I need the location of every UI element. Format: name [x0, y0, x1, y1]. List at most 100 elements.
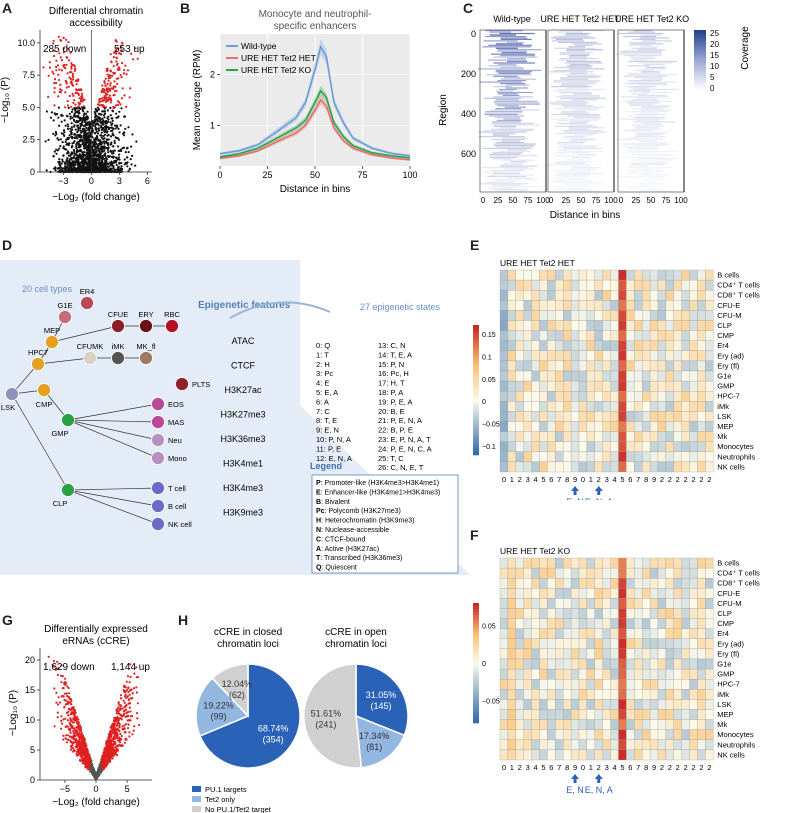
c-heatmap-stripe: [555, 125, 598, 127]
d-feature: H3K27ac: [224, 385, 262, 395]
e-heatmap-cell: [634, 310, 643, 321]
volcano-point: [134, 47, 137, 50]
volcano-point: [93, 161, 96, 164]
f-heatmap-cell: [570, 648, 580, 660]
f-colorbar-step: [473, 720, 479, 724]
f-heatmap-cell: [697, 628, 706, 639]
f-heatmap-cell: [563, 588, 572, 599]
e-heatmap-cell: [539, 300, 548, 311]
volcano-point: [109, 757, 112, 760]
volcano-point: [106, 83, 109, 86]
f-heatmap-cell: [673, 588, 682, 599]
volcano-point: [118, 131, 121, 134]
volcano-point: [56, 716, 59, 719]
volcano-point: [92, 143, 95, 146]
f-heatmap-cell: [681, 638, 690, 650]
f-heatmap-cell: [578, 628, 588, 639]
c-heatmap-stripe: [554, 66, 592, 68]
volcano-point: [53, 86, 56, 90]
volcano-point: [129, 719, 132, 722]
volcano-point: [73, 166, 76, 169]
e-heatmap-cell: [578, 391, 588, 402]
f-heatmap-cell: [594, 739, 603, 751]
d-cell-node: [111, 351, 125, 365]
c-heatmap-stripe: [492, 152, 523, 154]
c-heatmap-stripe: [556, 122, 587, 124]
e-heatmap-cell: [602, 391, 611, 402]
c-heatmap-stripe: [566, 49, 603, 51]
line-plot-b: Monocyte and neutrophil- specific enhanc…: [192, 9, 418, 195]
c-colorbar-tick: 0: [710, 84, 715, 93]
e-heatmap-cell: [657, 269, 667, 281]
d-cell-node: [5, 387, 19, 401]
e-heatmap-cell: [586, 330, 595, 341]
c-heatmap-stripe: [637, 84, 669, 86]
e-heatmap-cell: [689, 300, 698, 311]
volcano-point: [101, 158, 104, 161]
f-heatmap-cell: [689, 689, 698, 700]
c-heatmap-stripe: [491, 128, 535, 130]
e-heatmap-cell: [563, 461, 572, 473]
f-colorbar-step: [473, 642, 479, 646]
c-heatmap-stripe: [554, 47, 595, 49]
volcano-point: [77, 109, 80, 112]
a-title-1: Differential chromatin: [49, 6, 143, 17]
f-heatmap-cell: [649, 699, 659, 710]
volcano-point: [111, 119, 114, 122]
e-row-label: Ery (fl): [717, 361, 740, 370]
e-heatmap-cell: [594, 340, 603, 351]
c-heatmap-stripe: [500, 83, 526, 85]
volcano-point: [97, 127, 101, 130]
volcano-point: [106, 67, 109, 70]
volcano-point: [77, 164, 80, 167]
f-heatmap-cell: [681, 689, 690, 700]
e-heatmap-cell: [626, 401, 635, 412]
d-cell-node: [61, 483, 75, 497]
c-heatmap-stripe: [625, 180, 655, 181]
f-heatmap-cell: [626, 749, 635, 761]
volcano-point: [101, 90, 104, 93]
volcano-point: [114, 136, 117, 139]
volcano-point: [125, 73, 128, 76]
e-heatmap-cell: [673, 451, 682, 463]
c-heatmap-stripe: [483, 40, 518, 42]
e-heatmap-cell: [626, 360, 635, 372]
f-heatmap-cell: [594, 699, 603, 710]
volcano-point: [105, 128, 108, 131]
f-col-label: 5: [620, 763, 624, 772]
e-heatmap-cell: [689, 279, 698, 291]
f-colorbar-step: [473, 636, 479, 640]
volcano-point: [107, 127, 110, 131]
volcano-point: [95, 117, 98, 121]
e-heatmap-cell: [649, 340, 659, 351]
f-heatmap-cell: [586, 648, 595, 660]
d-states-title: 27 epigenetic states: [360, 302, 441, 312]
f-heatmap-cell: [642, 679, 651, 690]
volcano-point: [113, 90, 116, 93]
volcano-point: [91, 120, 94, 123]
volcano-point: [61, 160, 64, 163]
volcano-point: [119, 697, 123, 700]
c-heatmap-stripe: [632, 38, 656, 40]
f-heatmap-cell: [594, 679, 603, 690]
e-heatmap-cell: [586, 441, 595, 452]
e-heatmap-cell: [515, 421, 524, 432]
volcano-point: [89, 163, 92, 166]
f-heatmap-cell: [547, 628, 556, 639]
d-cell-label: MAS: [168, 418, 184, 427]
c-heatmap-stripe: [628, 105, 670, 107]
d-state: 8: T, E: [316, 416, 337, 425]
c-heatmap-stripe: [553, 90, 590, 92]
volcano-point: [127, 727, 130, 730]
c-col-title-1: Wild-type: [493, 14, 531, 24]
e-heatmap-cell: [689, 290, 698, 301]
e-row-label: CD4⁺ T cells: [717, 281, 760, 290]
f-colorbar-step: [473, 624, 479, 628]
e-heatmap-cell: [570, 451, 580, 463]
volcano-point: [70, 80, 73, 83]
c-heatmap-stripe: [558, 186, 595, 187]
f-heatmap-cell: [539, 679, 548, 690]
e-heatmap-cell: [618, 370, 627, 382]
e-heatmap-cell: [594, 310, 603, 321]
e-heatmap-cell: [665, 290, 674, 301]
